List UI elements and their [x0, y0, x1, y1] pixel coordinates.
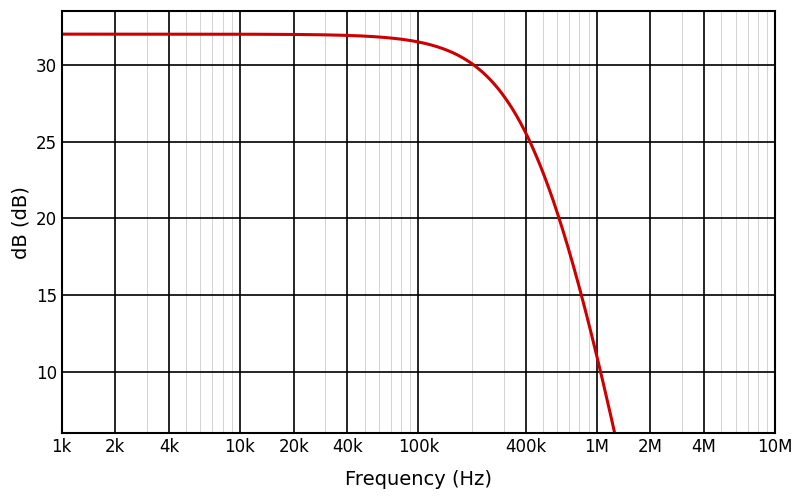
X-axis label: Frequency (Hz): Frequency (Hz) — [344, 470, 491, 489]
Y-axis label: dB (dB): dB (dB) — [11, 186, 30, 258]
